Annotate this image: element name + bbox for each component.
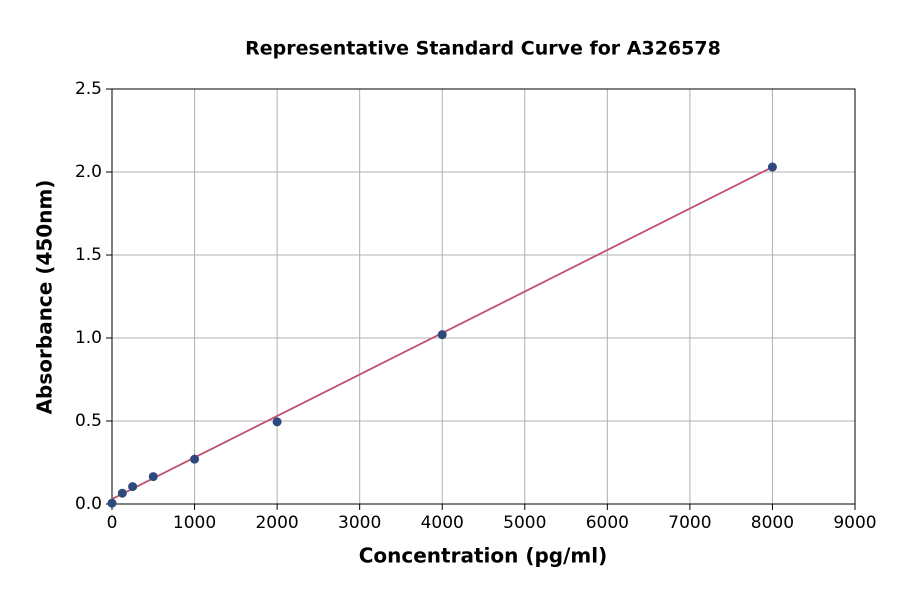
- y-axis-label: Absorbance (450nm): [33, 180, 57, 415]
- x-tick-label: 5000: [503, 513, 546, 533]
- y-tick-label: 1.5: [75, 245, 102, 265]
- y-tick-label: 1.0: [75, 328, 102, 348]
- x-tick-label: 1000: [173, 513, 216, 533]
- data-point: [190, 454, 200, 464]
- y-tick-label: 2.5: [75, 79, 102, 99]
- x-tick-label: 3000: [338, 513, 381, 533]
- x-tick-label: 7000: [668, 513, 711, 533]
- x-tick-label: 4000: [421, 513, 464, 533]
- x-tick-label: 8000: [751, 513, 794, 533]
- data-point: [767, 162, 777, 172]
- data-point: [272, 417, 282, 427]
- data-point: [117, 488, 127, 498]
- x-tick-label: 2000: [255, 513, 298, 533]
- y-tick-label: 2.0: [75, 162, 102, 182]
- y-tick-label: 0.0: [75, 494, 102, 514]
- data-point: [148, 472, 158, 482]
- data-point: [128, 482, 138, 492]
- chart-title: Representative Standard Curve for A32657…: [245, 38, 721, 60]
- y-tick-label: 0.5: [75, 411, 102, 431]
- x-tick-label: 9000: [833, 513, 876, 533]
- data-point: [437, 330, 447, 340]
- plot-frame: [111, 88, 856, 505]
- x-tick-label: 0: [107, 513, 118, 533]
- x-tick-label: 6000: [586, 513, 629, 533]
- x-axis-label: Concentration (pg/ml): [359, 544, 608, 568]
- data-point: [107, 498, 117, 508]
